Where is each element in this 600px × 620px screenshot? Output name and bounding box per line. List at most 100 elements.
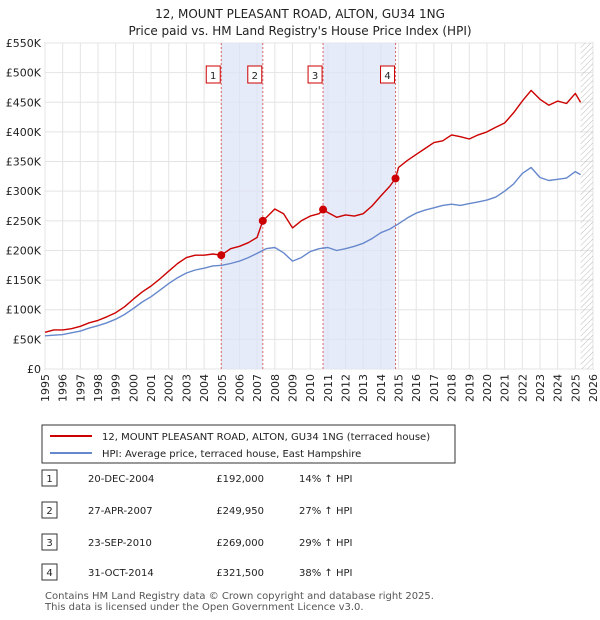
x-tick-label: 2001: [145, 374, 158, 402]
sale-point-4: [391, 174, 400, 183]
x-tick-label: 2003: [180, 374, 193, 402]
sale-labels: 1 2 3 4: [205, 65, 396, 84]
x-tick-label: 2015: [393, 374, 406, 402]
y-tick-label: £250K: [6, 215, 42, 228]
x-tick-label: 2016: [410, 374, 423, 402]
sale-label-box-1: [205, 65, 221, 84]
transaction-row: 2 27-APR-2007 £249,950 27% ↑ HPI: [41, 501, 352, 519]
x-tick-label: 2026: [587, 374, 600, 402]
plot-area: [44, 42, 594, 370]
transaction-date: 23-SEP-2010: [88, 538, 152, 549]
chart-subtitle: Price paid vs. HM Land Registry's House …: [128, 24, 471, 38]
transaction-num: 2: [46, 506, 52, 517]
transaction-price: £249,950: [216, 506, 264, 517]
x-tick-label: 1997: [74, 374, 87, 402]
transaction-date: 31-OCT-2014: [88, 568, 154, 579]
y-tick-label: £450K: [6, 96, 42, 109]
transaction-hpi: 27% ↑ HPI: [299, 506, 352, 517]
y-tick-label: £350K: [6, 156, 42, 169]
y-tick-label: £300K: [6, 185, 42, 198]
y-tick-label: £500K: [6, 67, 42, 80]
x-tick-label: 2007: [251, 374, 264, 402]
chart-title: 12, MOUNT PLEASANT ROAD, ALTON, GU34 1NG: [155, 7, 445, 21]
x-tick-label: 2012: [340, 374, 353, 402]
x-axis: 1995 1996 1997 1998 1999 2000 2001 2002 2003 2004…: [39, 374, 600, 402]
sale-label-box-2: [247, 65, 263, 84]
y-axis: £0 £50K £100K £150K £200K £250K £300K £350K £400…: [6, 37, 42, 376]
y-tick-label: £200K: [6, 244, 42, 257]
x-tick-label: 2009: [286, 374, 299, 402]
plot-frame: [44, 42, 594, 370]
sale-label-box-3: [307, 65, 323, 84]
sale-label-text-4: 4: [384, 71, 390, 82]
y-tick-label: £100K: [6, 304, 42, 317]
sale-point-3: [319, 205, 328, 214]
x-tick-label: 2018: [446, 374, 459, 402]
x-tick-label: 1996: [57, 374, 70, 402]
y-tick-label: £400K: [6, 126, 42, 139]
transaction-num-box: [41, 533, 58, 551]
legend-label-hpi: HPI: Average price, terraced house, East…: [102, 449, 361, 460]
transaction-num-box: [41, 469, 58, 487]
shaded-span-1: [221, 43, 263, 369]
shaded-span-2: [323, 43, 396, 369]
x-tick-label: 2021: [499, 374, 512, 402]
x-tick-label: 2006: [233, 374, 246, 402]
shaded-spans: [221, 43, 593, 369]
legend-box: [41, 424, 456, 464]
transaction-date: 27-APR-2007: [88, 506, 153, 517]
transaction-row: 4 31-OCT-2014 £321,500 38% ↑ HPI: [41, 563, 352, 581]
transaction-date: 20-DEC-2004: [88, 474, 154, 485]
x-tick-label: 2024: [552, 374, 565, 402]
sale-label-text-1: 1: [210, 71, 216, 82]
hpi-line: [44, 166, 581, 337]
sale-point-1: [217, 251, 226, 260]
transaction-price: £321,500: [216, 568, 264, 579]
x-tick-label: 2000: [127, 374, 140, 402]
x-tick-label: 2023: [534, 374, 547, 402]
x-tick-label: 2011: [322, 374, 335, 402]
x-tick-label: 2017: [428, 374, 441, 402]
y-tick-label: £50K: [13, 333, 42, 346]
sale-point-2: [258, 216, 267, 225]
property-price-line: [44, 89, 582, 333]
x-tick-label: 1999: [110, 374, 123, 402]
transaction-hpi: 29% ↑ HPI: [299, 538, 352, 549]
x-tick-label: 2004: [198, 374, 211, 402]
y-tick-label: £0: [27, 363, 41, 376]
sale-points: [217, 174, 400, 260]
x-tick-label: 2013: [357, 374, 370, 402]
transaction-num: 1: [46, 474, 52, 485]
transaction-num-box: [41, 563, 58, 581]
transaction-num: 4: [46, 568, 52, 579]
transaction-row: 3 23-SEP-2010 £269,000 29% ↑ HPI: [41, 533, 352, 551]
x-tick-label: 1998: [92, 374, 105, 402]
y-tick-label: £550K: [6, 37, 42, 50]
series-lines: [44, 89, 582, 337]
legend-label-property: 12, MOUNT PLEASANT ROAD, ALTON, GU34 1NG…: [102, 432, 430, 443]
x-tick-label: 2019: [463, 374, 476, 402]
x-tick-label: 2020: [481, 374, 494, 402]
transaction-price: £192,000: [216, 474, 264, 485]
x-tick-label: 2014: [375, 374, 388, 402]
x-tick-label: 1995: [39, 374, 52, 402]
transaction-num: 3: [46, 538, 52, 549]
sale-label-box-4: [380, 65, 396, 84]
x-tick-label: 2022: [516, 374, 529, 402]
future-hatch: [580, 43, 593, 369]
y-tick-label: £150K: [6, 274, 42, 287]
transaction-price: £269,000: [216, 538, 264, 549]
x-tick-label: 2008: [269, 374, 282, 402]
x-tick-label: 2005: [216, 374, 229, 402]
legend: 12, MOUNT PLEASANT ROAD, ALTON, GU34 1NG…: [41, 424, 456, 464]
footer-copyright: Contains HM Land Registry data © Crown c…: [45, 591, 434, 602]
x-tick-label: 2010: [304, 374, 317, 402]
transaction-hpi: 14% ↑ HPI: [299, 474, 352, 485]
transaction-row: 1 20-DEC-2004 £192,000 14% ↑ HPI: [41, 469, 352, 487]
sale-label-text-2: 2: [252, 71, 258, 82]
x-tick-label: 2002: [163, 374, 176, 402]
transaction-num-box: [41, 501, 58, 519]
transactions-table: 1 20-DEC-2004 £192,000 14% ↑ HPI 2 27-APR-200…: [41, 469, 352, 581]
